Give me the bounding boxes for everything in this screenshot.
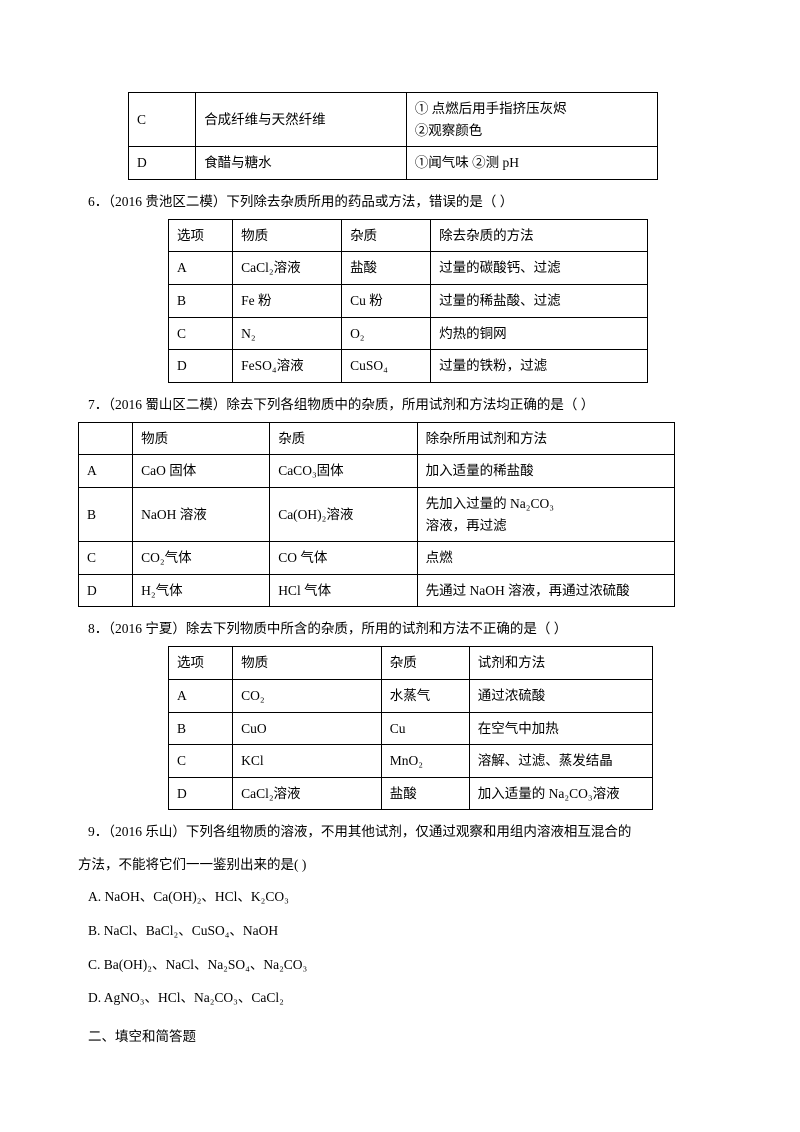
table-row: CKClMnO₂溶解、过滤、蒸发结晶 bbox=[169, 745, 653, 778]
table-q7: 物质 杂质 除杂所用试剂和方法 ACaO 固体CaCO₃固体加入适量的稀盐酸 B… bbox=[78, 422, 675, 608]
cell: H₂气体 bbox=[133, 574, 270, 607]
cell: FeSO₄溶液 bbox=[233, 350, 342, 383]
cell: 先加入过量的 Na₂CO₃ 溶液，再过滤 bbox=[417, 487, 674, 541]
cell: A bbox=[79, 455, 133, 488]
header-cell: 除杂所用试剂和方法 bbox=[417, 422, 674, 455]
cell: CaCl₂溶液 bbox=[233, 777, 382, 810]
cell: ① 点燃后用手指挤压灰烬 ②观察颜色 bbox=[406, 93, 657, 147]
question-7-text: 7．（2016 蜀山区二模）除去下列各组物质中的杂质，所用试剂和方法均正确的是（… bbox=[88, 391, 712, 418]
cell: 加入适量的 Na₂CO₃溶液 bbox=[469, 777, 652, 810]
cell: CuSO₄ bbox=[342, 350, 431, 383]
cell: C bbox=[129, 93, 196, 147]
cell: 点燃 bbox=[417, 542, 674, 575]
cell: CO₂气体 bbox=[133, 542, 270, 575]
cell: CaO 固体 bbox=[133, 455, 270, 488]
cell: ①闻气味 ②测 pH bbox=[406, 147, 657, 180]
table-row: ACaO 固体CaCO₃固体加入适量的稀盐酸 bbox=[79, 455, 675, 488]
cell: B bbox=[79, 487, 133, 541]
cell: D bbox=[129, 147, 196, 180]
table-row: DCaCl₂溶液盐酸加入适量的 Na₂CO₃溶液 bbox=[169, 777, 653, 810]
table-row: DFeSO₄溶液CuSO₄过量的铁粉，过滤 bbox=[169, 350, 648, 383]
option-c: C. Ba(OH)₂、NaCl、Na₂SO₄、Na₂CO₃ bbox=[88, 950, 712, 980]
cell: CO 气体 bbox=[270, 542, 417, 575]
table-header-row: 物质 杂质 除杂所用试剂和方法 bbox=[79, 422, 675, 455]
cell: CO₂ bbox=[233, 679, 382, 712]
cell: Cu bbox=[381, 712, 469, 745]
header-cell: 试剂和方法 bbox=[469, 647, 652, 680]
cell: Cu 粉 bbox=[342, 284, 431, 317]
cell: C bbox=[79, 542, 133, 575]
cell: C bbox=[169, 317, 233, 350]
cell: 溶解、过滤、蒸发结晶 bbox=[469, 745, 652, 778]
table-row: CN₂O₂灼热的铜网 bbox=[169, 317, 648, 350]
cell: Fe 粉 bbox=[233, 284, 342, 317]
header-cell: 物质 bbox=[133, 422, 270, 455]
cell: CaCO₃固体 bbox=[270, 455, 417, 488]
header-cell: 选项 bbox=[169, 647, 233, 680]
cell: 盐酸 bbox=[342, 252, 431, 285]
question-9-text-line1: 9．（2016 乐山）下列各组物质的溶液，不用其他试剂，仅通过观察和用组内溶液相… bbox=[88, 818, 712, 845]
table-row: DH₂气体HCl 气体先通过 NaOH 溶液，再通过浓硫酸 bbox=[79, 574, 675, 607]
header-cell: 选项 bbox=[169, 219, 233, 252]
cell: B bbox=[169, 712, 233, 745]
cell: A bbox=[169, 252, 233, 285]
cell: HCl 气体 bbox=[270, 574, 417, 607]
table-row: BFe 粉Cu 粉过量的稀盐酸、过滤 bbox=[169, 284, 648, 317]
question-6-text: 6．（2016 贵池区二模）下列除去杂质所用的药品或方法，错误的是（ ） bbox=[88, 188, 712, 215]
cell: 食醋与糖水 bbox=[196, 147, 407, 180]
header-cell bbox=[79, 422, 133, 455]
table-header-row: 选项 物质 杂质 试剂和方法 bbox=[169, 647, 653, 680]
table-header-row: 选项 物质 杂质 除去杂质的方法 bbox=[169, 219, 648, 252]
cell: CaCl₂溶液 bbox=[233, 252, 342, 285]
cell: B bbox=[169, 284, 233, 317]
cell: NaOH 溶液 bbox=[133, 487, 270, 541]
cell: D bbox=[169, 777, 233, 810]
cell: A bbox=[169, 679, 233, 712]
table-row: ACO₂水蒸气通过浓硫酸 bbox=[169, 679, 653, 712]
cell: 通过浓硫酸 bbox=[469, 679, 652, 712]
question-9-text-line2: 方法，不能将它们一一鉴别出来的是( ) bbox=[78, 851, 712, 878]
cell: O₂ bbox=[342, 317, 431, 350]
cell: CuO bbox=[233, 712, 382, 745]
table-q5-cont: C 合成纤维与天然纤维 ① 点燃后用手指挤压灰烬 ②观察颜色 D 食醋与糖水 ①… bbox=[128, 92, 658, 180]
option-a: A. NaOH、Ca(OH)₂、HCl、K₂CO₃ bbox=[88, 882, 712, 912]
question-8-text: 8．（2016 宁夏）除去下列物质中所含的杂质，所用的试剂和方法不正确的是（ ） bbox=[88, 615, 712, 642]
cell: MnO₂ bbox=[381, 745, 469, 778]
table-q6: 选项 物质 杂质 除去杂质的方法 ACaCl₂溶液盐酸过量的碳酸钙、过滤 BFe… bbox=[168, 219, 648, 383]
cell: 加入适量的稀盐酸 bbox=[417, 455, 674, 488]
cell: KCl bbox=[233, 745, 382, 778]
cell: 过量的碳酸钙、过滤 bbox=[431, 252, 648, 285]
cell: 先通过 NaOH 溶液，再通过浓硫酸 bbox=[417, 574, 674, 607]
table-row: CCO₂气体CO 气体点燃 bbox=[79, 542, 675, 575]
cell: C bbox=[169, 745, 233, 778]
cell: 水蒸气 bbox=[381, 679, 469, 712]
cell: 过量的稀盐酸、过滤 bbox=[431, 284, 648, 317]
table-q8: 选项 物质 杂质 试剂和方法 ACO₂水蒸气通过浓硫酸 BCuOCu在空气中加热… bbox=[168, 646, 653, 810]
table-row: BNaOH 溶液Ca(OH)₂溶液先加入过量的 Na₂CO₃ 溶液，再过滤 bbox=[79, 487, 675, 541]
cell: D bbox=[169, 350, 233, 383]
option-b: B. NaCl、BaCl₂、CuSO₄、NaOH bbox=[88, 916, 712, 946]
table-row: ACaCl₂溶液盐酸过量的碳酸钙、过滤 bbox=[169, 252, 648, 285]
header-cell: 杂质 bbox=[270, 422, 417, 455]
cell: 在空气中加热 bbox=[469, 712, 652, 745]
cell: 灼热的铜网 bbox=[431, 317, 648, 350]
header-cell: 除去杂质的方法 bbox=[431, 219, 648, 252]
cell: D bbox=[79, 574, 133, 607]
header-cell: 物质 bbox=[233, 647, 382, 680]
table-row: C 合成纤维与天然纤维 ① 点燃后用手指挤压灰烬 ②观察颜色 bbox=[129, 93, 658, 147]
header-cell: 物质 bbox=[233, 219, 342, 252]
document-page: C 合成纤维与天然纤维 ① 点燃后用手指挤压灰烬 ②观察颜色 D 食醋与糖水 ①… bbox=[0, 0, 800, 1094]
section-heading-2: 二、填空和简答题 bbox=[88, 1023, 712, 1050]
header-cell: 杂质 bbox=[342, 219, 431, 252]
table-row: D 食醋与糖水 ①闻气味 ②测 pH bbox=[129, 147, 658, 180]
cell: 合成纤维与天然纤维 bbox=[196, 93, 407, 147]
header-cell: 杂质 bbox=[381, 647, 469, 680]
cell: Ca(OH)₂溶液 bbox=[270, 487, 417, 541]
table-row: BCuOCu在空气中加热 bbox=[169, 712, 653, 745]
cell: 过量的铁粉，过滤 bbox=[431, 350, 648, 383]
cell: N₂ bbox=[233, 317, 342, 350]
option-d: D. AgNO₃、HCl、Na₂CO₃、CaCl₂ bbox=[88, 983, 712, 1013]
cell: 盐酸 bbox=[381, 777, 469, 810]
